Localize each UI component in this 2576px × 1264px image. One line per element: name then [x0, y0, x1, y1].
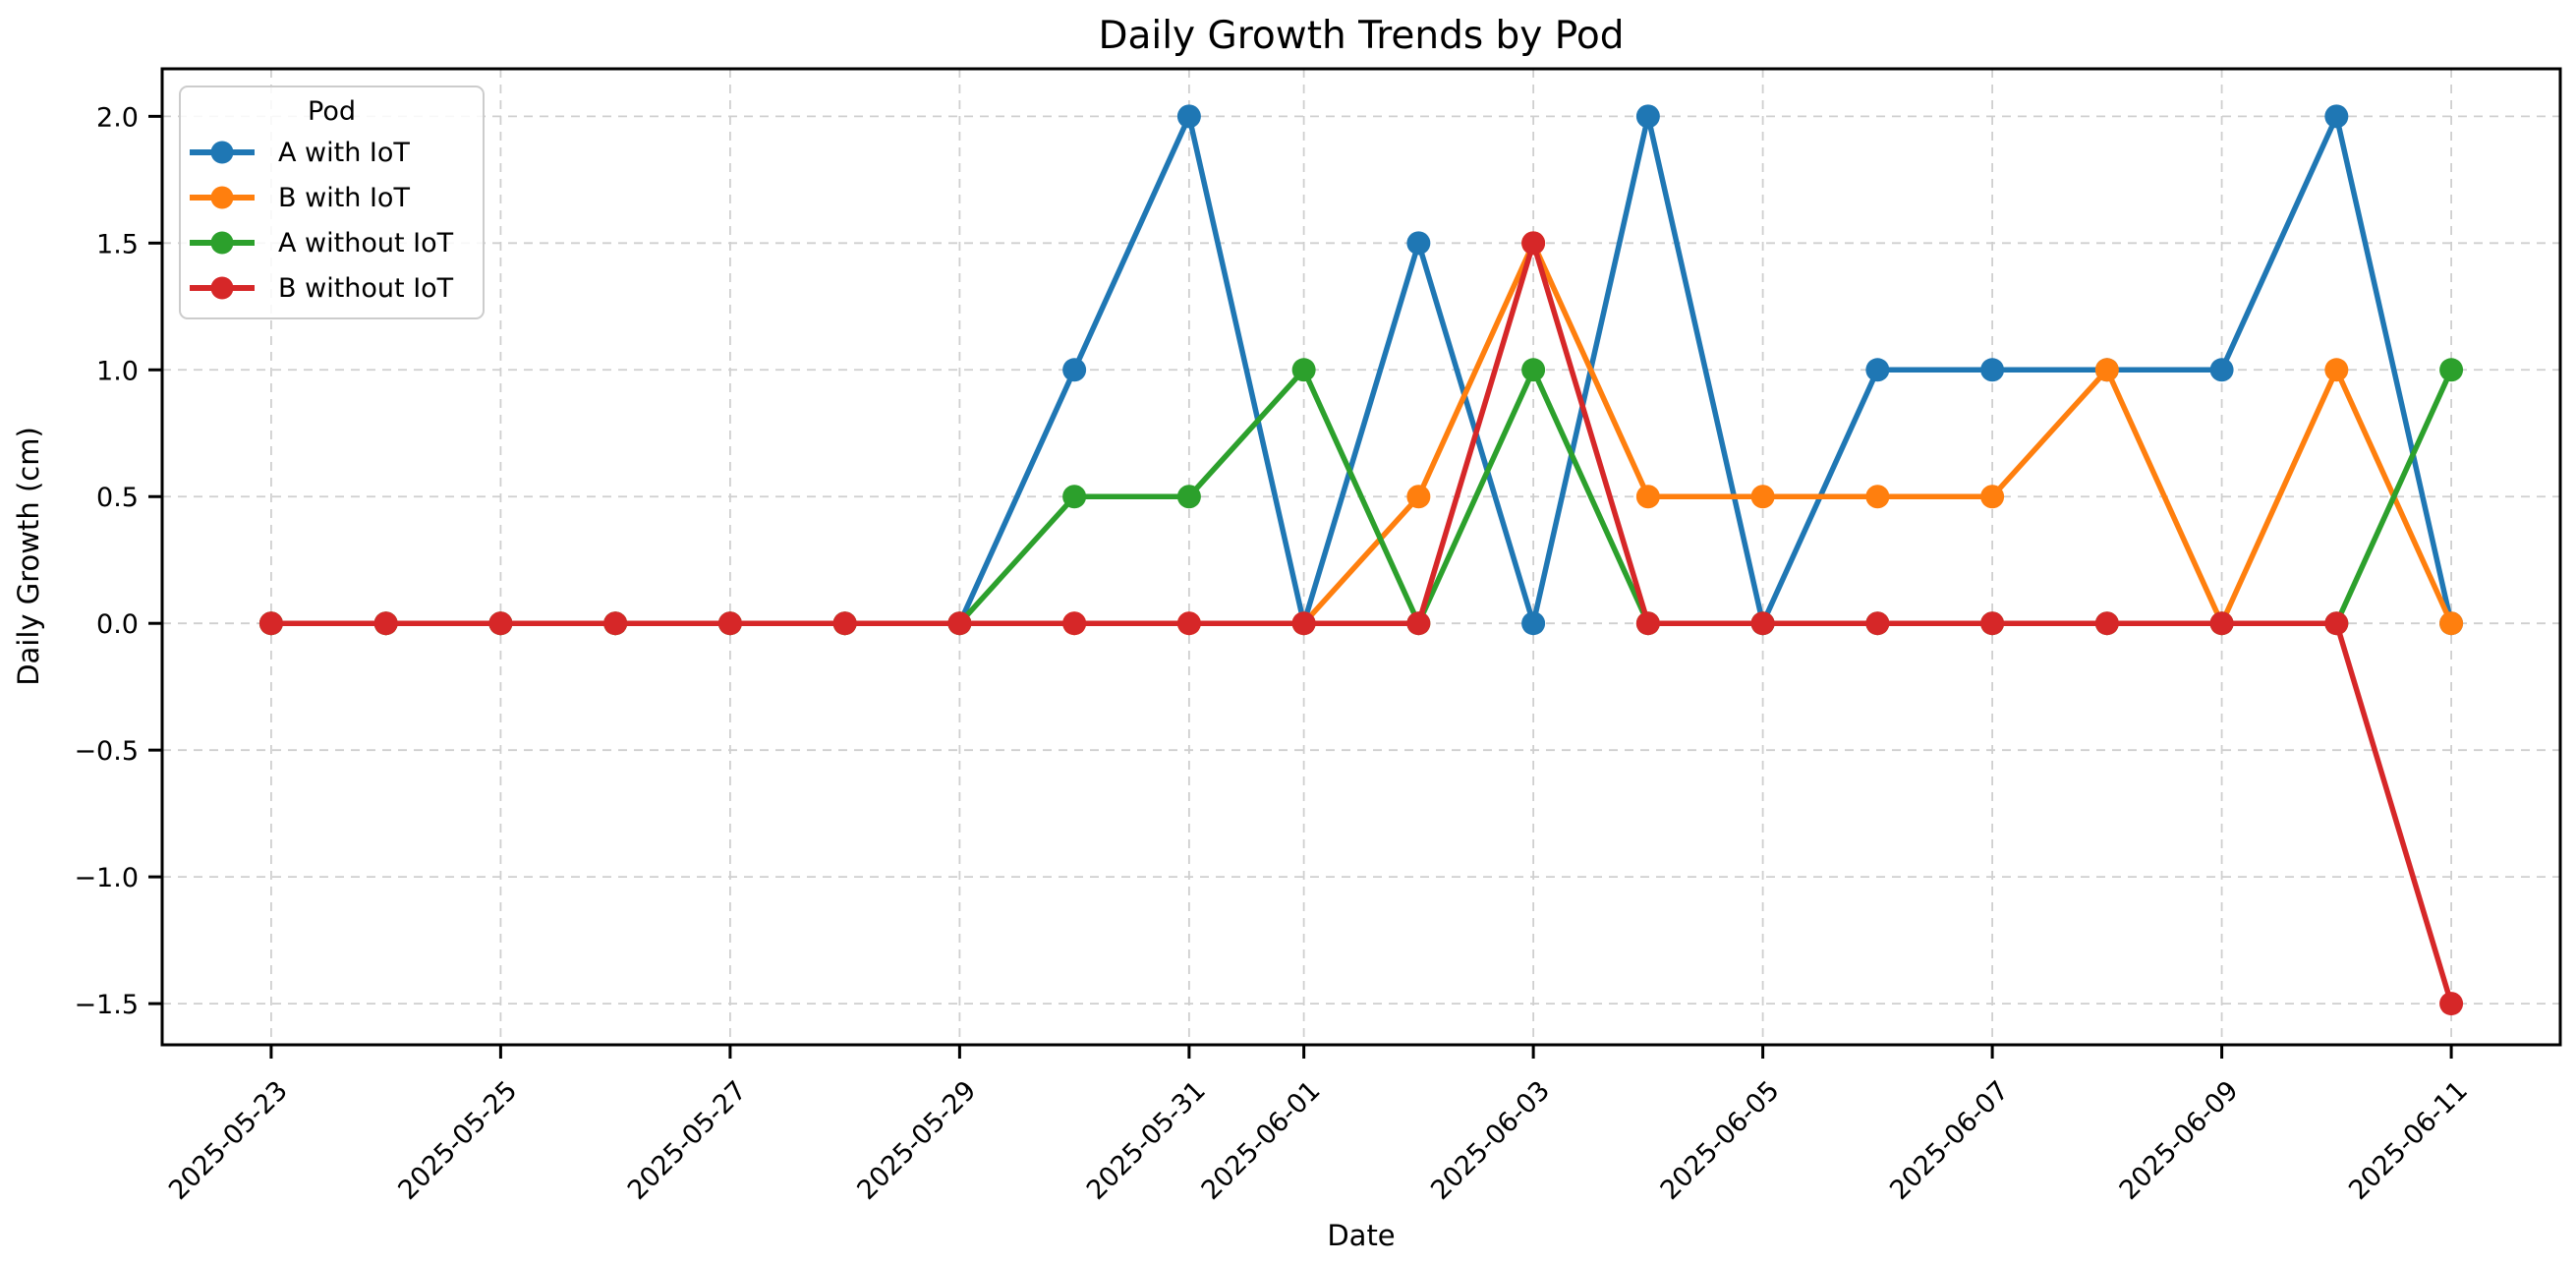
- legend-swatch-line: [190, 141, 255, 164]
- x-tick-label: 2025-06-05: [1655, 1075, 1786, 1206]
- plot-border: [160, 67, 2562, 1047]
- legend-swatch-line: [190, 231, 255, 255]
- data-point-marker: [1635, 611, 1660, 636]
- y-tick-label: −0.5: [74, 736, 139, 767]
- x-tick-label: 2025-06-01: [1196, 1075, 1327, 1206]
- data-point-marker: [2209, 611, 2234, 636]
- data-point-marker: [2324, 611, 2349, 636]
- data-point-marker: [1062, 358, 1087, 382]
- data-point-marker: [488, 611, 513, 636]
- legend-swatch-line: [190, 276, 255, 300]
- legend-swatch-marker: [210, 186, 234, 209]
- data-point-marker: [2324, 104, 2349, 129]
- legend-swatch-line: [190, 186, 255, 209]
- data-point-marker: [1750, 611, 1775, 636]
- data-point-marker: [603, 611, 628, 636]
- data-point-marker: [1176, 611, 1201, 636]
- y-tick-label: 0.0: [96, 609, 139, 640]
- data-point-marker: [1980, 358, 2005, 382]
- data-point-marker: [1521, 358, 1546, 382]
- data-point-marker: [717, 611, 742, 636]
- data-point-marker: [1176, 485, 1201, 509]
- x-tick-label: 2025-06-07: [1884, 1075, 2015, 1206]
- y-axis-label: Daily Growth (cm): [12, 427, 45, 686]
- legend-entry-label: A with IoT: [278, 137, 410, 168]
- data-point-marker: [832, 611, 857, 636]
- legend-entry: B without IoT: [181, 265, 483, 311]
- data-point-marker: [1406, 231, 1431, 256]
- legend-entry: B with IoT: [181, 175, 483, 220]
- data-point-marker: [1980, 485, 2005, 509]
- data-point-marker: [1406, 485, 1431, 509]
- y-tick-label: 0.5: [96, 483, 139, 513]
- x-tick-label: 2025-06-11: [2343, 1075, 2474, 1206]
- data-point-marker: [1865, 611, 1890, 636]
- data-point-marker: [2094, 358, 2119, 382]
- legend-entry: A with IoT: [181, 130, 483, 175]
- data-point-marker: [1062, 485, 1087, 509]
- data-point-marker: [1865, 358, 1890, 382]
- data-point-marker: [2324, 358, 2349, 382]
- data-point-marker: [1750, 485, 1775, 509]
- x-axis-label: Date: [1327, 1219, 1396, 1252]
- data-point-marker: [1176, 104, 1201, 129]
- data-point-marker: [1980, 611, 2005, 636]
- x-tick-label: 2025-05-31: [1081, 1075, 1212, 1206]
- data-point-marker: [2439, 992, 2464, 1016]
- legend-entries: A with IoT B with IoT A without IoT B witho…: [181, 130, 483, 311]
- y-axis-ticks: 2.0 1.5 1.0 0.5 0.0 −0.5 −1.0 −1.5: [74, 102, 162, 1020]
- legend-swatch-marker: [210, 141, 234, 164]
- y-tick-label: 2.0: [96, 102, 139, 133]
- series-b-without-iot: [258, 231, 2464, 1016]
- legend-title: Pod: [308, 96, 356, 127]
- x-tick-label: 2025-05-23: [163, 1075, 294, 1206]
- x-tick-label: 2025-05-27: [622, 1075, 753, 1206]
- data-point-marker: [373, 611, 398, 636]
- y-tick-label: −1.0: [74, 863, 139, 893]
- data-point-marker: [1521, 611, 1546, 636]
- data-point-marker: [1635, 104, 1660, 129]
- data-point-marker: [1062, 611, 1087, 636]
- data-point-marker: [1521, 231, 1546, 256]
- x-tick-label: 2025-05-29: [851, 1075, 982, 1206]
- data-point-marker: [2094, 611, 2119, 636]
- data-point-marker: [1291, 611, 1316, 636]
- data-point-marker: [2439, 611, 2464, 636]
- x-tick-label: 2025-06-03: [1425, 1075, 1556, 1206]
- data-point-marker: [2209, 358, 2234, 382]
- chart-title: Daily Growth Trends by Pod: [1098, 14, 1625, 58]
- legend-entry-label: A without IoT: [278, 227, 454, 259]
- legend-swatch-marker: [210, 231, 234, 255]
- data-point-marker: [1865, 485, 1890, 509]
- y-tick-label: 1.5: [96, 229, 139, 259]
- y-tick-label: 1.0: [96, 356, 139, 386]
- y-tick-label: −1.5: [74, 990, 139, 1020]
- legend-entry: A without IoT: [181, 220, 483, 265]
- legend-entry-label: B without IoT: [278, 272, 454, 304]
- x-tick-label: 2025-05-25: [392, 1075, 523, 1206]
- x-axis-ticks: 2025-05-23 2025-05-25 2025-05-27 2025-05-29…: [163, 1045, 2474, 1206]
- x-tick-label: 2025-06-09: [2114, 1075, 2245, 1206]
- data-point-marker: [1635, 485, 1660, 509]
- data-point-marker: [1291, 358, 1316, 382]
- legend: Pod A with IoT B with IoT A without IoT B w…: [179, 86, 485, 319]
- legend-entry-label: B with IoT: [278, 182, 410, 213]
- data-point-marker: [1406, 611, 1431, 636]
- legend-swatch-marker: [210, 276, 234, 300]
- data-point-marker: [947, 611, 972, 636]
- data-point-marker: [2439, 358, 2464, 382]
- series-line-b-without-iot: [268, 240, 2454, 1006]
- data-point-marker: [258, 611, 283, 636]
